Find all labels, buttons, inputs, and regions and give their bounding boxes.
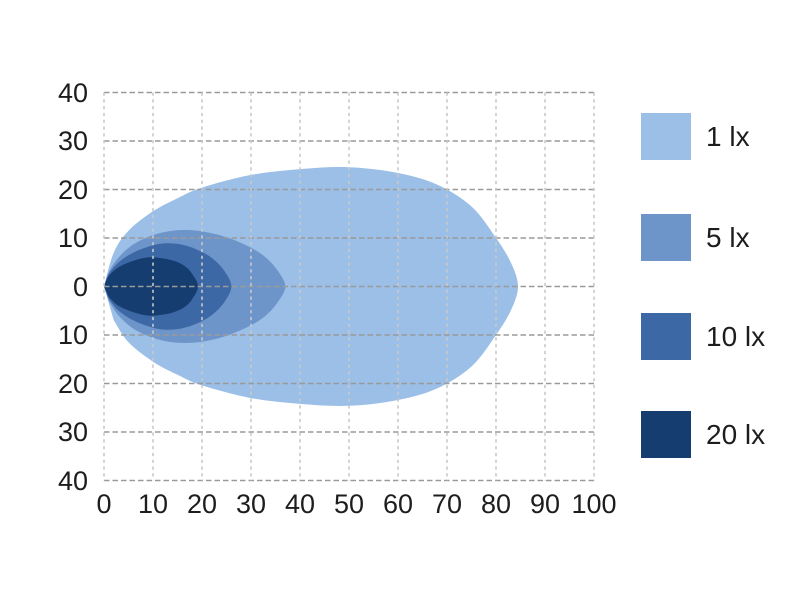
legend-swatch-10lx xyxy=(641,313,691,360)
x-tick-label: 30 xyxy=(235,489,267,519)
x-tick-label: 50 xyxy=(333,489,365,519)
x-tick-label: 20 xyxy=(186,489,218,519)
x-tick-label: 100 xyxy=(571,489,617,519)
x-tick-label: 90 xyxy=(529,489,561,519)
y-tick-label: 20 xyxy=(57,368,88,399)
legend-label-10lx: 10 lx xyxy=(706,320,766,352)
x-tick-label: 40 xyxy=(284,489,316,519)
legend-item-20lx: 20 lx xyxy=(641,411,765,458)
y-tick-label: 40 xyxy=(57,465,88,496)
legend-label-5lx: 5 lx xyxy=(706,221,750,253)
y-tick-label: 10 xyxy=(57,223,88,253)
legend-item-1lx: 1 lx xyxy=(641,113,750,160)
y-tick-label: 40 xyxy=(57,77,88,108)
legend-item-5lx: 5 lx xyxy=(641,214,750,261)
x-tick-label: 80 xyxy=(480,489,512,519)
y-tick-label: 30 xyxy=(57,417,88,447)
legend-item-10lx: 10 lx xyxy=(641,313,765,360)
x-tick-label: 0 xyxy=(96,489,112,519)
x-tick-label: 60 xyxy=(382,489,414,519)
x-tick-label: 10 xyxy=(137,489,169,519)
legend: 1 lx 5 lx 10 lx 20 lx xyxy=(641,0,800,600)
legend-label-20lx: 20 lx xyxy=(706,418,766,450)
legend-label-1lx: 1 lx xyxy=(706,120,750,152)
horizontal-gridlines xyxy=(104,91,594,482)
x-tick-label: 70 xyxy=(431,489,463,519)
legend-swatch-5lx xyxy=(641,214,691,261)
legend-swatch-1lx xyxy=(641,113,691,160)
y-tick-label: 10 xyxy=(57,320,88,350)
y-tick-label: 20 xyxy=(57,174,88,205)
y-tick-label: 0 xyxy=(72,271,88,302)
legend-swatch-20lx xyxy=(641,411,691,458)
y-tick-label: 30 xyxy=(57,126,88,156)
